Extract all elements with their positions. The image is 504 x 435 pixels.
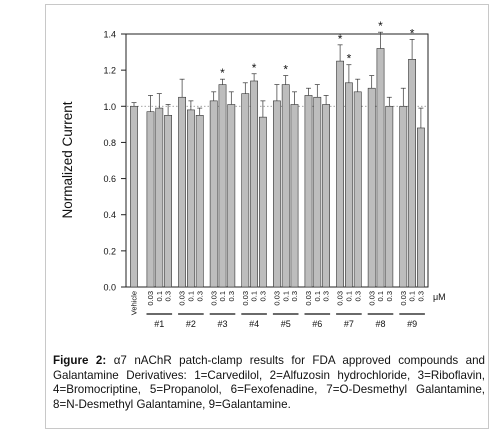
y-axis-label: Normalized Current [60, 101, 75, 218]
bar-g8-d2 [376, 48, 385, 288]
bar-g5-d3 [290, 104, 299, 288]
significance-marker-g8-d2: * [378, 19, 383, 33]
y-tick-label: 0.4 [103, 210, 116, 220]
significance-marker-g7-d1: * [338, 32, 343, 46]
bar-vehicle [130, 105, 138, 288]
bar-g2-d2 [187, 109, 195, 288]
dose-label: 0.3 [385, 291, 394, 301]
bar-g2-d3 [195, 115, 204, 288]
dose-label: 0.03 [273, 291, 282, 306]
dose-label: 0.3 [164, 291, 173, 301]
dose-label: 0.03 [209, 291, 218, 306]
group-label: #4 [249, 319, 259, 329]
y-tick-label: 0.0 [103, 283, 116, 293]
figure-caption: Figure 2: α7 nAChR patch-clamp results f… [53, 354, 485, 412]
dose-label: 0.1 [345, 291, 354, 301]
dose-label: 0.03 [304, 291, 313, 306]
bar-g6-d3 [322, 104, 330, 288]
group-label: #6 [312, 319, 322, 329]
dose-label: 0.03 [241, 291, 250, 306]
dose-label: 0.3 [417, 291, 426, 301]
x-axis: Vehicle 0.03 0.1 0.3#10.03 0.1 0.3#20.03 0.1 0.… [130, 291, 426, 329]
group-label: #1 [154, 319, 164, 329]
dose-label: 0.1 [187, 291, 196, 301]
significance-marker-g5-d2: * [283, 63, 288, 77]
bar-g2-d1 [178, 96, 186, 288]
group-label: #5 [281, 319, 291, 329]
dose-label: 0.3 [195, 291, 204, 301]
y-tick-label: 1.2 [103, 66, 116, 76]
group-label: #7 [344, 319, 354, 329]
group-label: #2 [186, 319, 196, 329]
bar-g9-d1 [399, 105, 408, 288]
significance-marker-g4-d2: * [252, 61, 257, 75]
y-tick-label: 0.6 [103, 174, 116, 184]
y-tick-label: 0.8 [103, 138, 116, 148]
dose-label: 0.1 [281, 291, 290, 301]
bar-g4-d2 [250, 80, 258, 288]
bar-g1-d3 [164, 115, 172, 288]
bar-g1-d1 [146, 111, 155, 288]
dose-label: 0.1 [218, 291, 227, 301]
caption-text: α7 nAChR patch-clamp results for FDA app… [53, 354, 485, 411]
dose-label: 0.03 [178, 291, 187, 306]
bar-g4-d1 [241, 93, 250, 288]
bar-g7-d1 [336, 60, 344, 288]
bar-g9-d3 [416, 127, 425, 288]
group-label: #3 [217, 319, 227, 329]
significance-marker-g3-d2: * [220, 66, 225, 80]
group-label: #9 [407, 319, 417, 329]
unit-label: μM [433, 292, 446, 302]
bar-g5-d2 [281, 84, 290, 288]
dose-label: 0.03 [399, 291, 408, 306]
dose-label: 0.3 [353, 291, 362, 301]
caption-label: Figure 2: [53, 354, 107, 367]
y-tick-label: 0.2 [103, 246, 116, 256]
dose-label: 0.1 [376, 291, 385, 301]
y-tick-label: 1.0 [103, 102, 116, 112]
dose-label: 0.1 [313, 291, 322, 301]
dose-label: 0.1 [408, 291, 417, 301]
dose-label: 0.1 [250, 291, 259, 301]
bar-g8-d1 [367, 87, 376, 288]
significance-marker-g9-d2: * [410, 26, 415, 40]
y-axis: 0.0 0.2 0.4 0.6 0.8 1.0 1.2 1.4 [103, 30, 126, 293]
dose-label: 0.3 [290, 291, 299, 301]
dose-label: 0.03 [367, 291, 376, 306]
significance-marker-g7-d2: * [347, 52, 352, 66]
bar-g4-d3 [258, 116, 267, 288]
bar-g5-d1 [272, 100, 281, 288]
bar-g9-d2 [408, 58, 416, 288]
bar-g3-d3 [227, 104, 236, 288]
bar-g7-d3 [353, 91, 362, 288]
bars-layer: * * * * * * * [130, 19, 425, 288]
group-label: #8 [375, 319, 385, 329]
x-tick-label-vehicle: Vehicle [130, 291, 139, 315]
bar-g6-d2 [313, 96, 322, 288]
bar-g6-d1 [304, 95, 313, 288]
dose-label: 0.03 [146, 291, 155, 306]
dose-label: 0.3 [227, 291, 236, 301]
bar-g1-d2 [155, 107, 164, 288]
bar-chart: 0.0 0.2 0.4 0.6 0.8 1.0 1.2 1.4 * * * * * * * Vehicle… [60, 19, 446, 329]
bar-g7-d2 [344, 82, 353, 288]
y-tick-label: 1.4 [103, 30, 116, 40]
dose-label: 0.03 [336, 291, 345, 306]
bar-g8-d3 [385, 105, 394, 288]
dose-label: 0.1 [155, 291, 164, 301]
bar-g3-d2 [218, 84, 227, 288]
dose-label: 0.3 [322, 291, 331, 301]
bar-g3-d1 [209, 100, 218, 288]
dose-label: 0.3 [259, 291, 268, 301]
